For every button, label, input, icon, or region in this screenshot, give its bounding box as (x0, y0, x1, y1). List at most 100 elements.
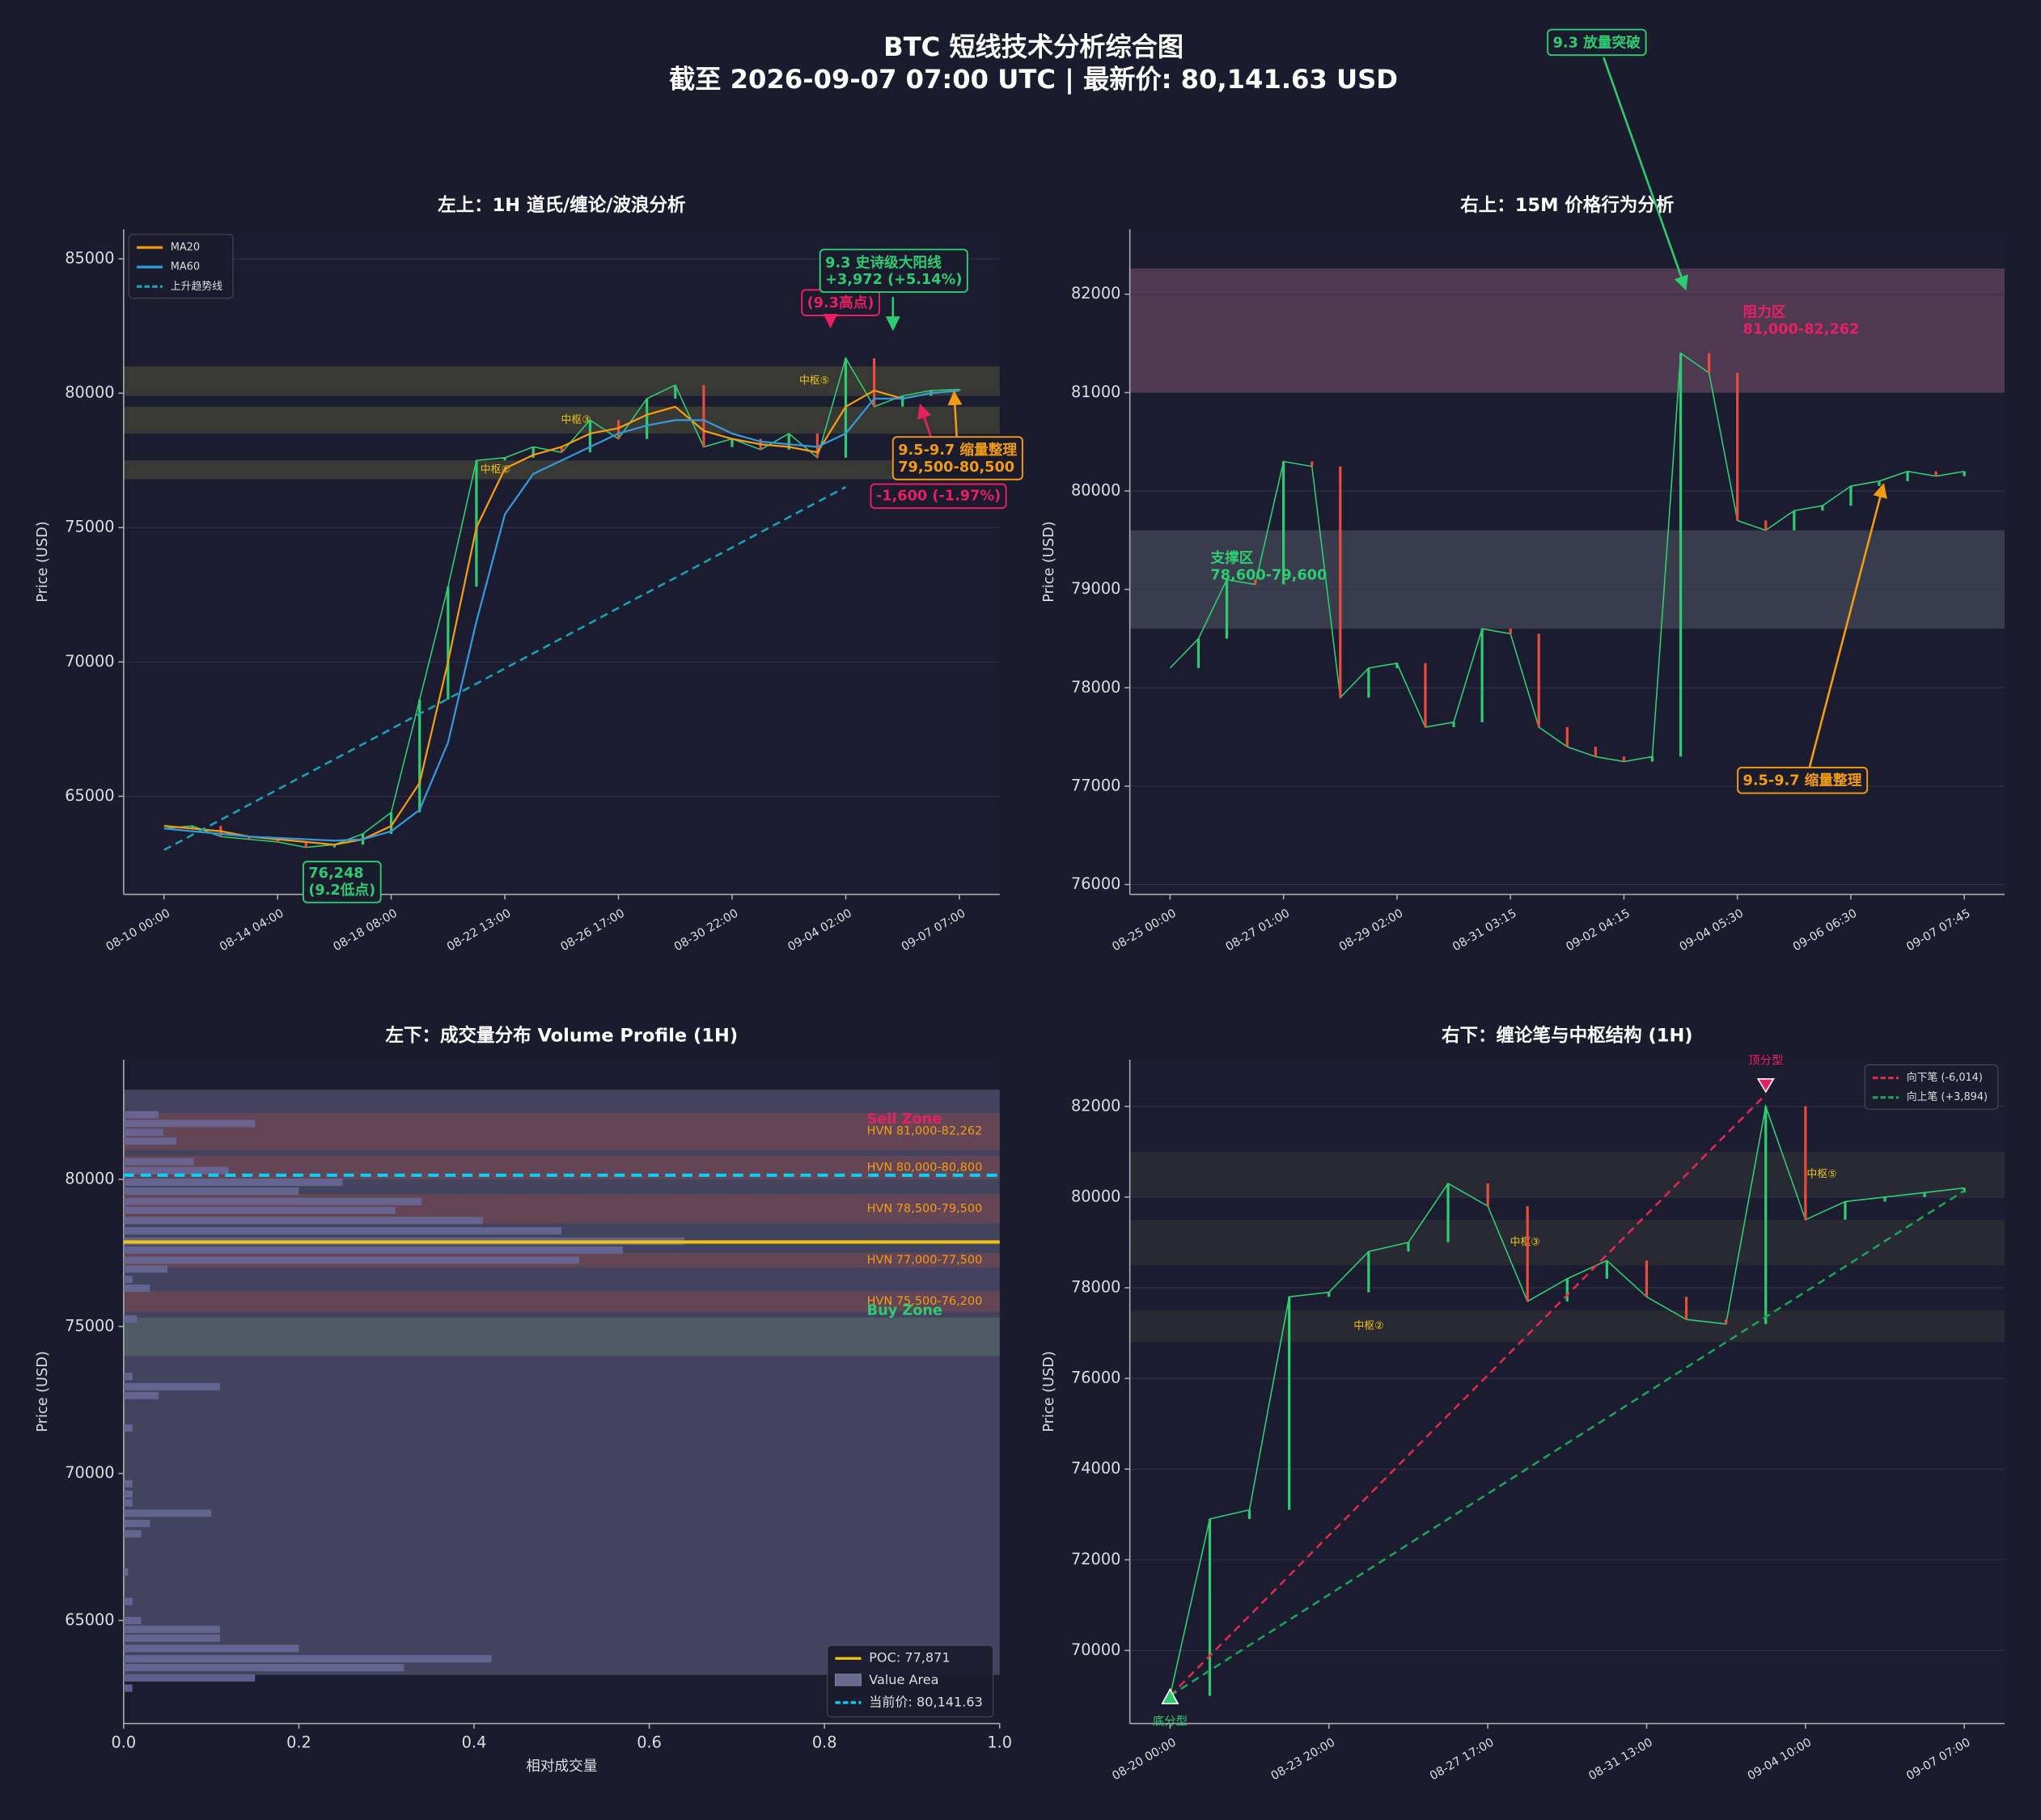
zone (123, 460, 1000, 480)
y-tick-label: 80000 (1071, 481, 1120, 500)
y-tick-label: 70000 (65, 652, 114, 671)
zone-label: 中枢② (481, 463, 510, 476)
volume-bar (123, 1276, 133, 1284)
volume-bar (123, 1382, 220, 1390)
annotation-arrow (917, 403, 932, 437)
volume-bar (123, 1509, 212, 1517)
volume-bar (123, 1664, 404, 1672)
zone-label: 中枢⑤ (799, 375, 829, 387)
main-subtitle: 截至 2026-09-07 07:00 UTC | 最新价: 80,141.63… (669, 64, 1398, 95)
legend: POC: 77,871 Value Area 当前价: 80,141.63 (827, 1644, 994, 1718)
x-tick-label: 0.0 (112, 1733, 137, 1751)
annotation-text: Sell Zone (867, 1111, 942, 1128)
zone (1129, 1310, 2005, 1343)
zone (1129, 1151, 2005, 1197)
annotation-text: 支撑区 (1209, 549, 1253, 567)
annotation-text: +3,972 (+5.14%) (825, 272, 962, 288)
y-tick-label: 80000 (65, 1170, 114, 1188)
y-tick-label: 65000 (65, 1610, 114, 1629)
annotation-box (1547, 28, 1647, 57)
y-tick-label: 82000 (1071, 284, 1120, 303)
series-line (163, 389, 959, 846)
annotation-text: (9.3高点) (807, 294, 874, 311)
annotation-text: -1,600 (-1.97%) (876, 488, 1001, 504)
series-line (1169, 1189, 1965, 1697)
annotation-box (819, 248, 968, 294)
y-tick-label: 76000 (1071, 874, 1120, 893)
zone (123, 366, 1000, 396)
x-tick-label: 0.4 (462, 1733, 487, 1751)
y-tick-label: 75000 (65, 1316, 114, 1335)
plot-area (1129, 1060, 2005, 1724)
volume-bar (123, 1315, 138, 1323)
annotation-text: 9.3 史诗级大阳线 (825, 253, 942, 271)
legend-label: MA20 (171, 241, 200, 253)
y-tick-label: 77000 (1071, 776, 1120, 794)
zone-label: 中枢② (1353, 1320, 1383, 1332)
y-tick-label: 79000 (1071, 579, 1120, 598)
annotation: (9.3高点) (801, 289, 880, 316)
zone-label: HVN 80,000-80,800 (867, 1161, 983, 1174)
fractal-label: 底分型 (1153, 1715, 1188, 1729)
annotation: Buy Zone (867, 1303, 942, 1319)
legend-label: 向下笔 (-6,014) (1907, 1071, 1983, 1084)
volume-bar (123, 1684, 133, 1692)
volume-bar (123, 1120, 256, 1128)
legend: 向下笔 (-6,014) 向上笔 (+3,894) (1864, 1064, 1999, 1110)
volume-bar (123, 1424, 133, 1432)
y-tick-label: 80000 (65, 383, 114, 402)
value-area (123, 1090, 1000, 1675)
volume-bar (123, 1479, 133, 1488)
y-axis-label: Price (USD) (35, 521, 51, 602)
price-line (163, 356, 959, 849)
annotation-text: 9.5-9.7 缩量整理 (898, 441, 1017, 459)
plot-area (123, 229, 1000, 895)
legend-label: MA60 (171, 261, 200, 273)
volume-bar (123, 1206, 396, 1214)
zone-label: HVN 75,500-76,200 (867, 1295, 983, 1308)
zone-label: HVN 78,500-79,500 (867, 1202, 983, 1215)
y-tick-label: 82000 (1071, 1096, 1120, 1115)
legend-box (128, 234, 234, 299)
volume-bar (123, 1128, 163, 1136)
y-tick-label: 70000 (65, 1463, 114, 1482)
y-tick-label: 80000 (1071, 1187, 1120, 1205)
annotation-arrow (1603, 57, 1688, 291)
x-tick-label: 1.0 (987, 1733, 1012, 1751)
volume-bar (123, 1655, 492, 1663)
annotation-text: (9.2低点) (308, 881, 375, 899)
volume-bar (123, 1217, 483, 1225)
annotation-text: 76,248 (308, 866, 363, 882)
annotation: 9.3 史诗级大阳线+3,972 (+5.14%) (819, 248, 968, 294)
volume-bar (123, 1530, 142, 1538)
annotation-text: Buy Zone (867, 1303, 942, 1319)
volume-bar (123, 1644, 299, 1653)
y-tick-label: 78000 (1071, 678, 1120, 696)
legend: MA20 MA60 上升趋势线 (128, 234, 234, 299)
legend-label: Value Area (869, 1672, 938, 1687)
volume-bar (123, 1111, 159, 1119)
series-line (163, 389, 959, 842)
volume-bar (123, 1166, 229, 1175)
x-tick-label: 0.6 (637, 1733, 662, 1751)
volume-bar (123, 1187, 299, 1196)
legend-label: POC: 77,871 (869, 1650, 950, 1666)
volume-bar (123, 1137, 176, 1145)
y-axis-label: Price (USD) (1041, 1351, 1057, 1432)
volume-bar (123, 1499, 133, 1507)
legend-swatch (835, 1674, 862, 1687)
x-tick-label: 0.2 (286, 1733, 311, 1751)
annotation-text: 阻力区 (1743, 303, 1786, 320)
annotation-text: 9.3 放量突破 (1553, 33, 1641, 51)
series-line (163, 485, 847, 851)
volume-bar (123, 1616, 142, 1624)
volume-bar (123, 1158, 194, 1166)
volume-bar (123, 1625, 220, 1633)
y-axis-label: Price (USD) (1041, 521, 1057, 602)
volume-bar (123, 1519, 150, 1527)
y-axis-label: Price (USD) (35, 1351, 51, 1432)
